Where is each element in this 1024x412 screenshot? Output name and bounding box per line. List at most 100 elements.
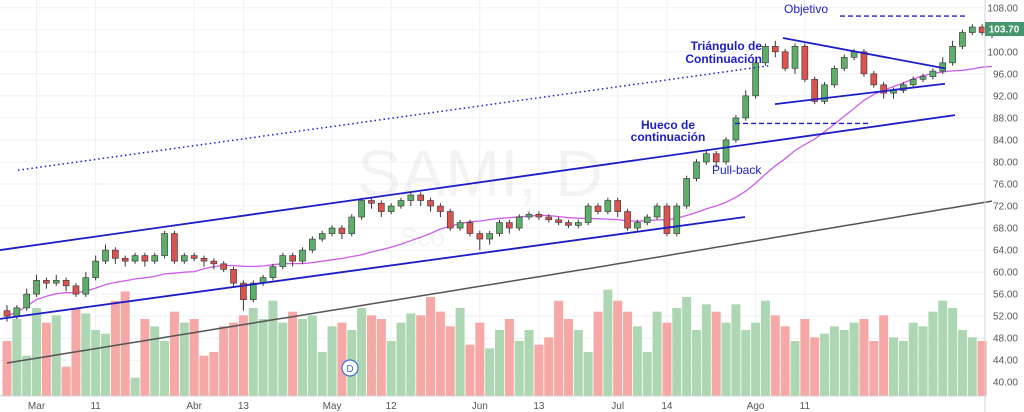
volume-bar xyxy=(573,330,583,396)
candle-body xyxy=(299,249,306,262)
volume-bar xyxy=(790,341,800,396)
volume-bar xyxy=(426,297,436,396)
candle xyxy=(693,159,700,182)
volume-bar xyxy=(445,326,455,396)
candle-body xyxy=(407,194,415,201)
candle xyxy=(43,277,50,289)
candle-body xyxy=(427,200,434,207)
candle-body xyxy=(190,255,198,259)
candle-body xyxy=(614,200,622,212)
volume-bar xyxy=(977,341,987,396)
volume-bar xyxy=(583,352,593,396)
candle xyxy=(712,150,720,168)
annotation-pullback: Pull-back xyxy=(712,163,762,177)
time-tick-label: 11 xyxy=(90,401,101,412)
candle-body xyxy=(929,70,937,77)
volume-bar xyxy=(357,308,367,396)
candle-body xyxy=(496,222,503,234)
candle-body xyxy=(978,26,986,33)
candle-body xyxy=(151,255,159,262)
candle-body xyxy=(52,280,60,284)
candle xyxy=(417,192,425,207)
candle-body xyxy=(476,233,484,240)
moving-average-long xyxy=(6,200,993,364)
volume-bar xyxy=(544,337,554,396)
candle-body xyxy=(240,282,247,300)
candle-body xyxy=(249,282,257,300)
volume-bar xyxy=(810,337,820,396)
candle xyxy=(427,197,434,212)
candle xyxy=(683,175,690,209)
volume-bar xyxy=(721,322,731,396)
candle-body xyxy=(417,194,425,201)
volume-bar xyxy=(416,315,426,396)
volume-bar xyxy=(41,322,51,396)
candle-body xyxy=(141,255,149,262)
candle-body xyxy=(860,51,868,75)
time-tick-label: Ago xyxy=(747,401,765,412)
candle-body xyxy=(515,216,523,229)
dividend-marker[interactable]: D xyxy=(341,359,359,377)
candle xyxy=(151,252,159,264)
candle xyxy=(870,71,878,88)
time-axis: Mar 11 Abr 13 May 12 Jun 13 Jul 14 Ago 11 xyxy=(0,395,985,412)
volume-bar xyxy=(169,311,179,396)
time-tick-label: Jul xyxy=(611,401,624,412)
volume-bar xyxy=(317,352,327,396)
candle xyxy=(328,225,336,237)
volume-bar xyxy=(879,315,889,396)
candle xyxy=(653,203,661,220)
candle-body xyxy=(279,255,287,267)
volume-bar xyxy=(731,304,741,396)
volume-bar xyxy=(563,319,573,396)
price-tick-label: 108.00 xyxy=(987,3,1018,14)
candle-body xyxy=(121,258,129,262)
candle-body xyxy=(328,227,336,234)
volume-bar xyxy=(61,366,71,396)
candle xyxy=(624,208,631,231)
candle xyxy=(141,252,149,267)
candle-body xyxy=(693,161,700,179)
volume-bar xyxy=(623,311,633,396)
candle xyxy=(200,255,208,267)
annotation-triangulo-line2: Continuación xyxy=(685,52,762,66)
candle xyxy=(181,252,188,264)
candle-body xyxy=(131,255,139,262)
candle xyxy=(92,255,99,281)
volume-bar xyxy=(554,300,564,396)
volume-bar xyxy=(642,352,652,396)
volume-bars xyxy=(2,289,987,396)
candle xyxy=(614,197,622,218)
candle-body xyxy=(683,178,690,207)
candle xyxy=(604,197,612,215)
candle-body xyxy=(387,205,395,212)
candle xyxy=(23,288,31,311)
last-price-value: 103.70 xyxy=(989,25,1020,36)
price-tick-label: 72.00 xyxy=(993,202,1018,213)
candle xyxy=(594,203,602,215)
candle-body xyxy=(752,62,759,97)
candle-body xyxy=(555,219,562,223)
candle-body xyxy=(13,307,21,317)
candle xyxy=(358,197,365,220)
price-tick-label: 64.00 xyxy=(993,246,1018,257)
candle xyxy=(742,90,750,121)
candle xyxy=(909,76,917,88)
candle xyxy=(131,252,139,264)
candle-body xyxy=(968,26,976,33)
volume-bar xyxy=(455,308,465,396)
candle-body xyxy=(377,202,385,212)
volume-bar xyxy=(495,330,504,396)
candle xyxy=(959,29,966,50)
channel-lower-line xyxy=(0,216,746,320)
watermark: SAMI, D Sco xyxy=(357,136,603,252)
candle-body xyxy=(62,280,70,287)
candle-body xyxy=(880,84,887,94)
volume-bar xyxy=(928,311,938,396)
candle xyxy=(72,283,80,297)
volume-bar xyxy=(140,319,150,396)
candle xyxy=(486,230,493,245)
candle-body xyxy=(594,205,602,212)
candle xyxy=(525,211,533,220)
